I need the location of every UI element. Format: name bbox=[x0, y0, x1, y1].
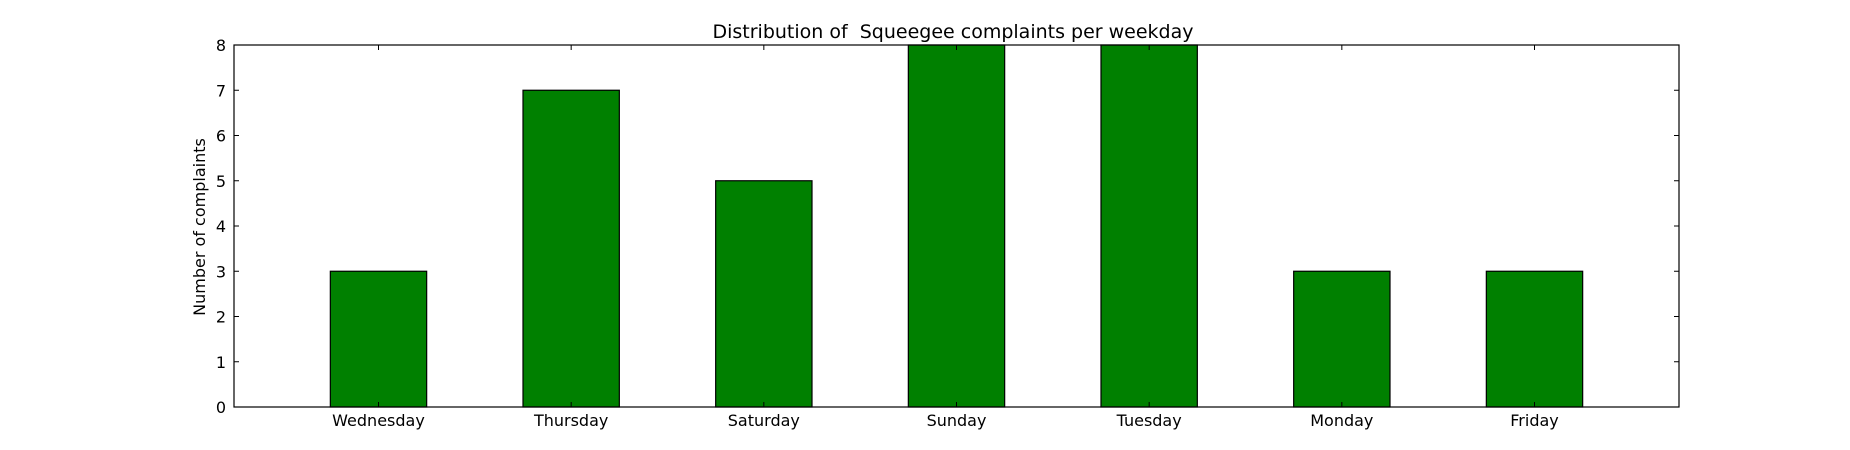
y-tick-label-3: 3 bbox=[216, 262, 226, 281]
plot-area: Wednesday Thursday Saturday Sunday Tuesday Mo… bbox=[216, 36, 1680, 430]
x-tick-label-tuesday: Tuesday bbox=[1116, 411, 1182, 430]
bar-thursday bbox=[522, 89, 620, 408]
x-tick-label-thursday: Thursday bbox=[533, 411, 608, 430]
y-tick-label-2: 2 bbox=[216, 308, 226, 327]
y-axis-label: Number of complaints bbox=[190, 138, 209, 316]
x-tick-label-wednesday: Wednesday bbox=[332, 411, 425, 430]
y-tick-label-4: 4 bbox=[216, 217, 226, 236]
bar-saturday bbox=[715, 180, 813, 408]
y-tick-label-8: 8 bbox=[216, 36, 226, 55]
x-tick-label-monday: Monday bbox=[1310, 411, 1373, 430]
y-tick-label-5: 5 bbox=[216, 172, 226, 191]
bar-sunday bbox=[907, 44, 1006, 408]
y-tick-label-6: 6 bbox=[216, 127, 226, 146]
y-tick-label-1: 1 bbox=[216, 353, 226, 372]
x-tick-label-saturday: Saturday bbox=[728, 411, 800, 430]
bar-wednesday bbox=[329, 270, 428, 408]
x-tick-label-sunday: Sunday bbox=[927, 411, 987, 430]
y-tick-label-0: 0 bbox=[216, 398, 226, 417]
x-tick-label-friday: Friday bbox=[1510, 411, 1559, 430]
y-tick-label-7: 7 bbox=[216, 81, 226, 100]
chart-title: Distribution of Squeegee complaints per … bbox=[712, 21, 1193, 43]
bar-tuesday bbox=[1100, 44, 1198, 408]
bar-friday bbox=[1485, 270, 1584, 408]
bar-monday bbox=[1293, 270, 1391, 408]
